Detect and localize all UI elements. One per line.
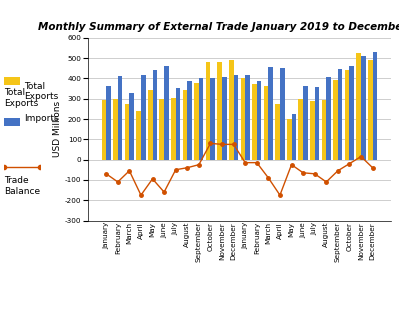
Trade
Balance: [301, 171, 306, 175]
Bar: [350, 66, 354, 160]
Trade
Balance: [115, 180, 120, 184]
Trade
Balance: [127, 169, 132, 173]
Trade
Balance: [208, 141, 213, 145]
Bar: [245, 75, 250, 160]
Bar: [275, 104, 280, 160]
Bar: [136, 111, 141, 160]
Bar: [310, 101, 315, 160]
Bar: [233, 75, 238, 160]
Trade
Balance: [138, 193, 143, 197]
Trade
Balance: [243, 161, 248, 164]
Text: Trade
Balance: Trade Balance: [4, 176, 40, 196]
Bar: [326, 77, 331, 160]
Bar: [183, 89, 187, 160]
Bar: [171, 98, 176, 160]
Bar: [152, 70, 157, 160]
Bar: [292, 114, 296, 160]
Text: Total
Exports: Total Exports: [24, 82, 58, 101]
Bar: [322, 100, 326, 160]
Bar: [356, 53, 361, 160]
Bar: [368, 60, 373, 160]
Trade
Balance: [255, 161, 259, 164]
Bar: [361, 56, 365, 160]
Trade
Balance: [359, 155, 363, 158]
Trade
Balance: [219, 142, 224, 146]
Bar: [141, 75, 146, 160]
Trade
Balance: [312, 172, 317, 176]
Bar: [338, 69, 342, 160]
Bar: [280, 68, 284, 160]
Bar: [199, 78, 203, 160]
Bar: [333, 80, 338, 160]
Trade
Balance: [289, 163, 294, 167]
Text: Total
Exports: Total Exports: [4, 88, 38, 108]
Trade
Balance: [266, 176, 271, 180]
Bar: [194, 83, 199, 160]
Bar: [345, 70, 350, 160]
Trade
Balance: [336, 169, 340, 173]
Bar: [210, 78, 215, 160]
Trade
Balance: [150, 177, 155, 181]
Trade
Balance: [196, 163, 201, 167]
Bar: [298, 99, 303, 160]
Bar: [160, 99, 164, 160]
Bar: [373, 52, 377, 160]
Bar: [125, 104, 129, 160]
Bar: [269, 67, 273, 160]
Bar: [257, 82, 261, 160]
Trade
Balance: [324, 180, 329, 184]
Trade
Balance: [173, 168, 178, 172]
Bar: [222, 77, 227, 160]
Bar: [229, 60, 233, 160]
Bar: [118, 76, 122, 160]
Bar: [287, 119, 292, 160]
Bar: [129, 93, 134, 160]
Bar: [252, 84, 257, 160]
Bar: [303, 85, 308, 160]
Bar: [187, 82, 192, 160]
Bar: [264, 85, 269, 160]
Bar: [206, 62, 210, 160]
Text: Imports: Imports: [24, 114, 59, 123]
Bar: [106, 85, 111, 160]
Bar: [176, 88, 180, 160]
Trade
Balance: [370, 166, 375, 169]
Bar: [102, 100, 106, 160]
Bar: [217, 62, 222, 160]
Trade
Balance: [185, 166, 190, 169]
Trade
Balance: [231, 142, 236, 146]
Trade
Balance: [104, 172, 109, 176]
Trade
Balance: [278, 193, 282, 197]
Line: Trade
Balance: Trade Balance: [105, 142, 374, 197]
Bar: [148, 89, 152, 160]
Trade
Balance: [347, 162, 352, 166]
Bar: [164, 66, 169, 160]
Title: Monthly Summary of External Trade January 2019 to December 2020: Monthly Summary of External Trade Januar…: [38, 22, 399, 32]
Bar: [113, 99, 118, 160]
Trade
Balance: [162, 190, 166, 194]
Bar: [241, 78, 245, 160]
Y-axis label: USD Millions: USD Millions: [53, 101, 62, 157]
Bar: [315, 87, 319, 160]
